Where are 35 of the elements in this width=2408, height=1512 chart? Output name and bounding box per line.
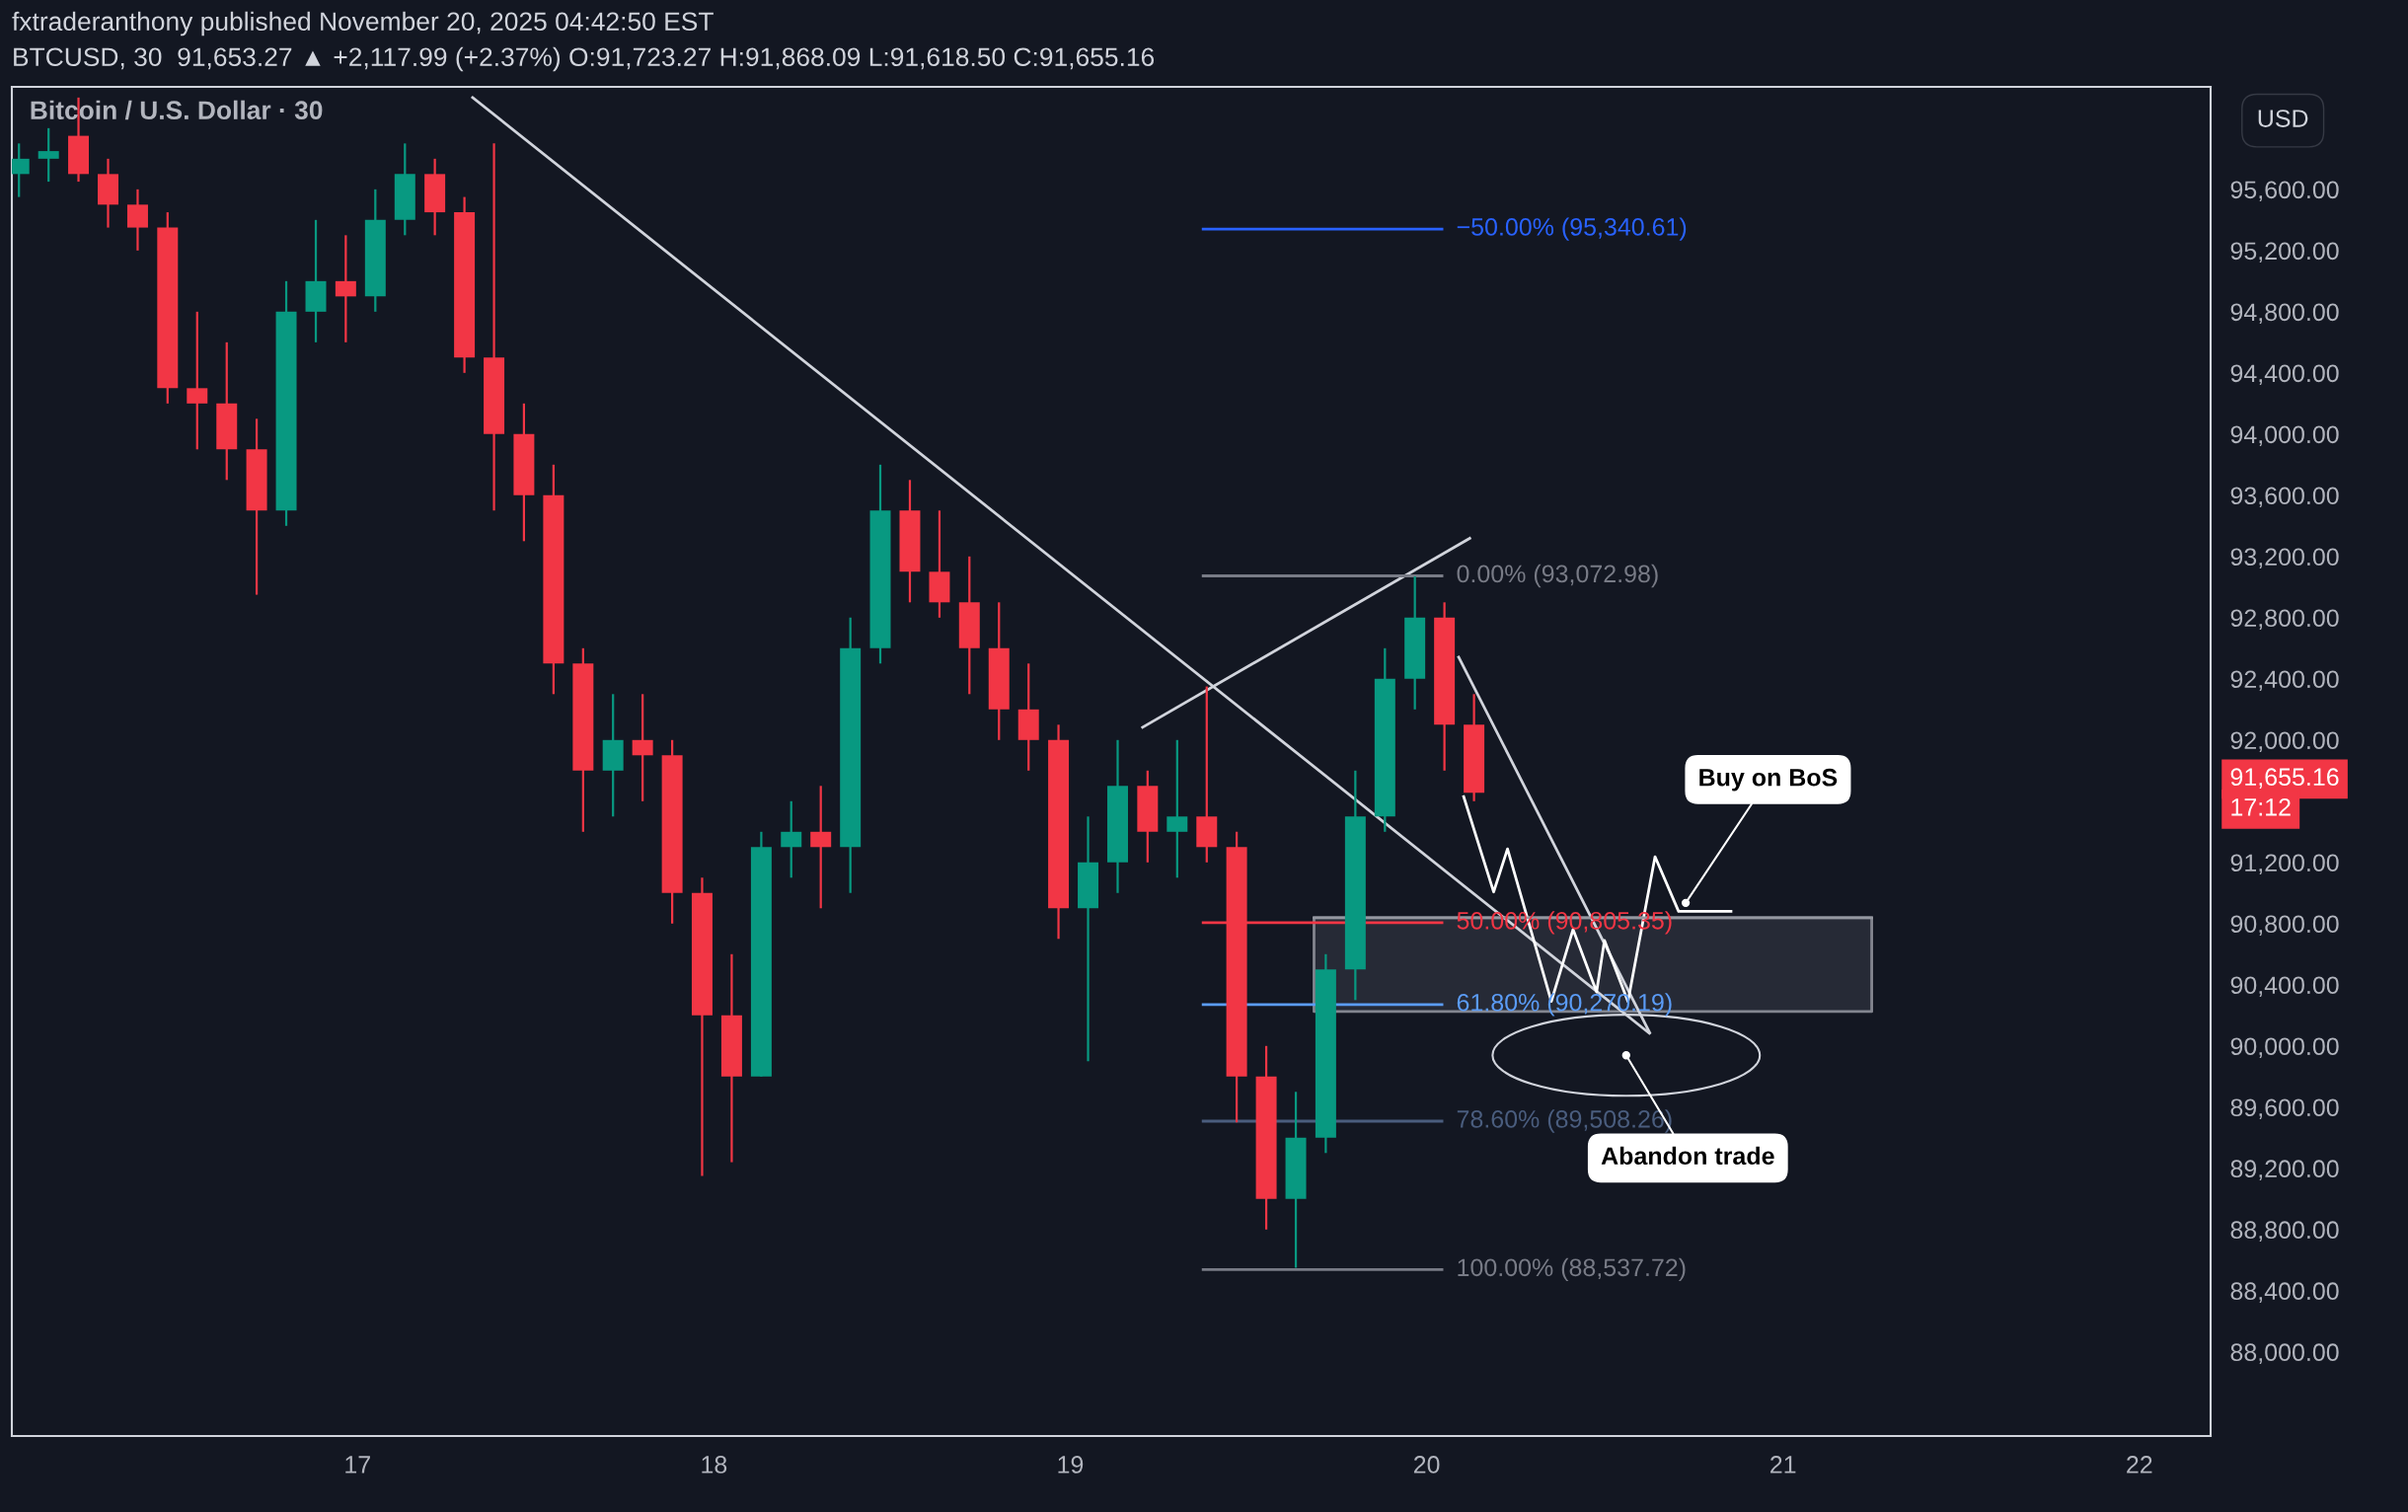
y-tick-label: 89,200.00 — [2230, 1160, 2339, 1181]
annotation: Buy on BoS — [1699, 768, 1838, 792]
x-tick-label: 19 — [1058, 1456, 1084, 1474]
y-tick-label: 95,200.00 — [2230, 242, 2339, 264]
text: USD — [2258, 110, 2308, 127]
series-label: −50.00% (95,340.61) — [1457, 217, 1687, 241]
y-tick-label: 93,200.00 — [2230, 548, 2339, 569]
series-label: 100.00% (88,537.72) — [1458, 1257, 1686, 1282]
y-tick-label: 92,400.00 — [2230, 670, 2339, 692]
y-tick-label: 91,200.00 — [2230, 854, 2339, 875]
x-tick-label: 21 — [1770, 1456, 1796, 1474]
x-tick-label: 18 — [702, 1456, 727, 1474]
y-tick-label: 92,000.00 — [2230, 731, 2339, 753]
series-label: 0.00% (93,072.98) — [1457, 564, 1658, 588]
text: fxtraderanthony published November 20, 2025 04:42:50 EST — [12, 11, 714, 37]
y-tick-label: 88,400.00 — [2230, 1282, 2339, 1304]
chart-subtitle: BTCUSD, 30 91,653.27 ▲ +2,117.99 (+2.37%) O:91,723.27 H:91,868.09 L:91,618.50 C:91,655.16 — [14, 46, 1155, 72]
y-tick-label: 92,800.00 — [2230, 609, 2339, 631]
y-tick-label: 88,000.00 — [2230, 1343, 2339, 1365]
y-tick-label: 90,000.00 — [2230, 1037, 2339, 1059]
x-tick-label: 17 — [345, 1456, 370, 1474]
annotation: Abandon trade — [1601, 1146, 1774, 1166]
y-tick-label: 94,400.00 — [2230, 364, 2339, 386]
y-tick-label: 95,600.00 — [2230, 181, 2339, 202]
text: 91,655.16 — [2230, 768, 2339, 790]
y-tick-label: 93,600.00 — [2230, 487, 2339, 508]
y-tick-label: 88,800.00 — [2230, 1221, 2339, 1243]
text: 17:12 — [2231, 797, 2291, 816]
y-tick-label: 94,800.00 — [2230, 303, 2339, 325]
x-tick-label: 20 — [1413, 1456, 1440, 1474]
y-tick-label: 89,600.00 — [2230, 1098, 2339, 1120]
y-tick-label: 90,800.00 — [2230, 915, 2339, 937]
y-tick-label: 94,000.00 — [2230, 425, 2339, 447]
y-tick-label: 90,400.00 — [2230, 976, 2339, 998]
x-tick-label: 22 — [2127, 1456, 2152, 1474]
